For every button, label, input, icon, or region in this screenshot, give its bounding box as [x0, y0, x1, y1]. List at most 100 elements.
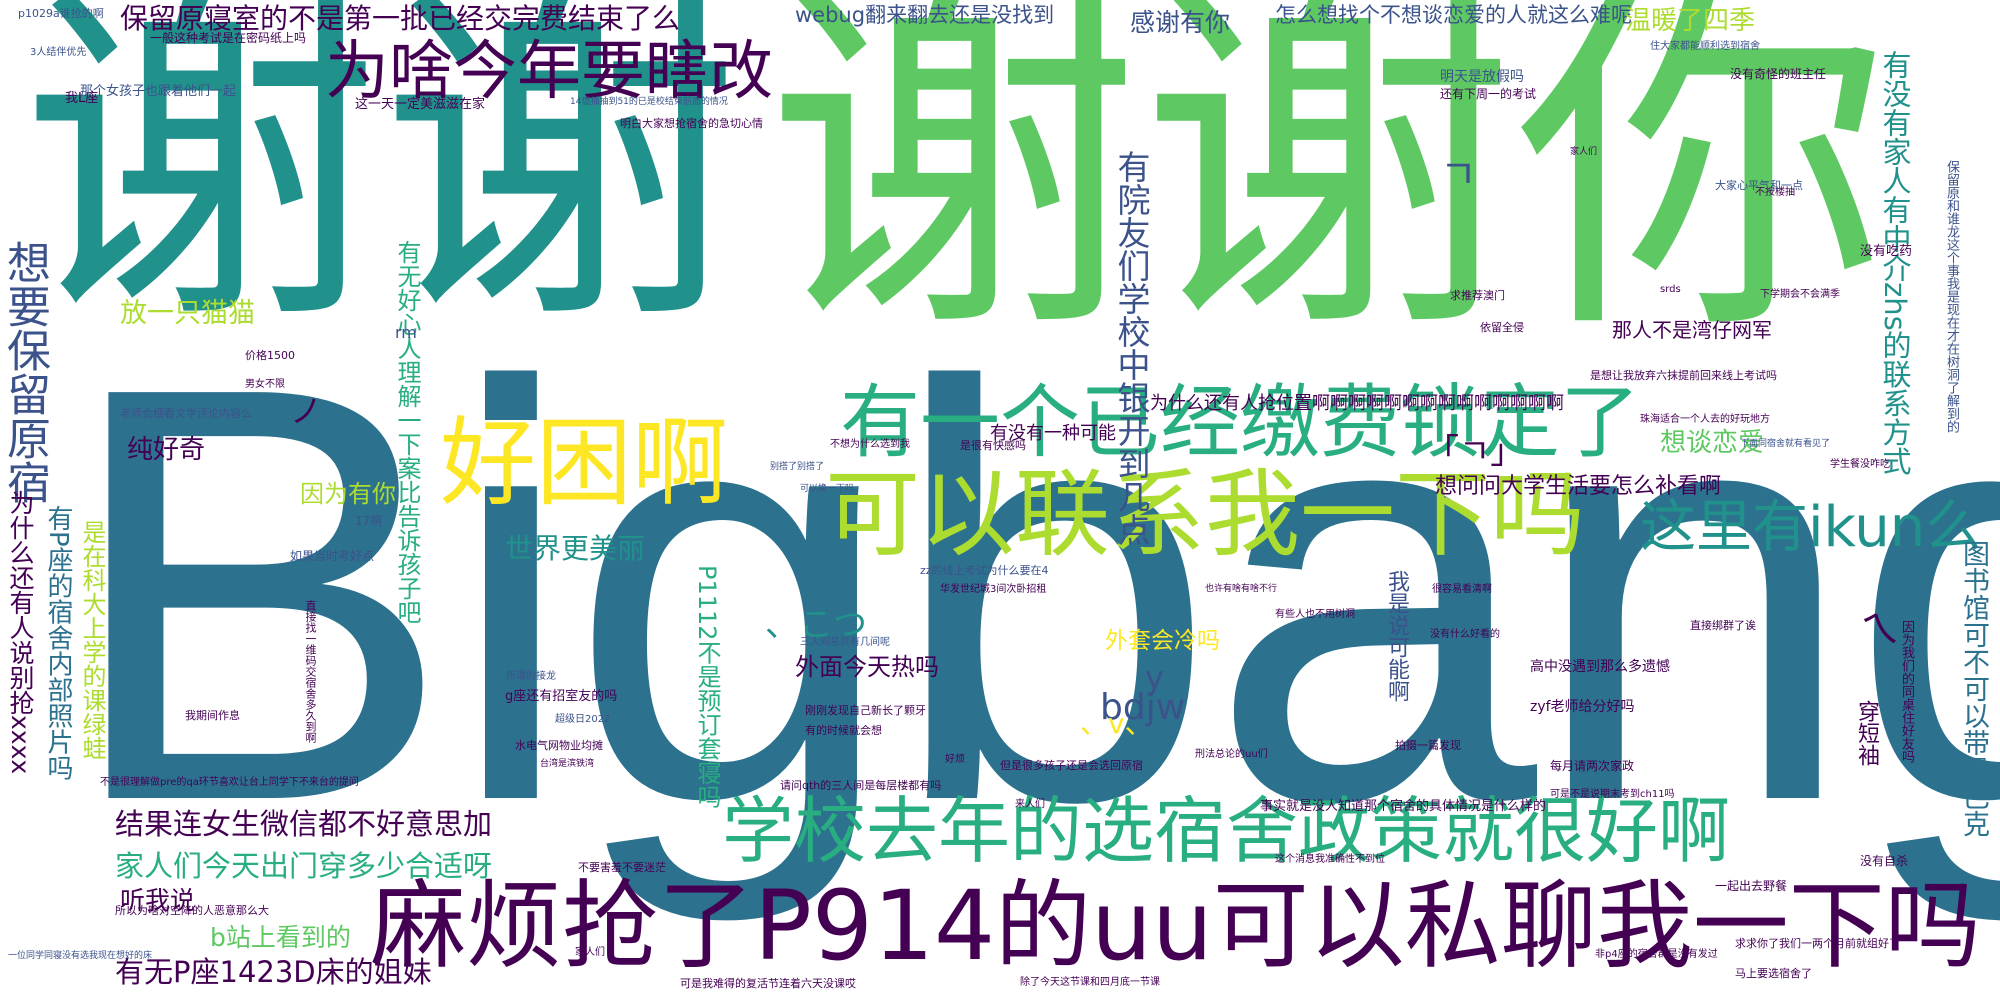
filler-word: 男女不限 [245, 379, 285, 390]
filler-word: 学生餐没咋吃 [1830, 459, 1890, 470]
word-haoxin: 有无好心人理解一下案比告诉孩子吧 [393, 240, 421, 624]
word-xiexieni: 谢谢你 [765, 0, 1890, 380]
word-ikun: 这里有ikun么 [1640, 495, 1982, 560]
filler-word: 还有下周一的考试 [1440, 87, 1537, 101]
word-kaomoji5: ノ [290, 392, 323, 430]
filler-word: 马上要选宿舍了 [1735, 967, 1812, 980]
filler-word: 因为我们的同桌住好友吗 [1899, 620, 1914, 763]
filler-word: p1029a谁抢的啊 [18, 7, 104, 20]
filler-word: 明白大家想抢宿舍的急切心情 [620, 117, 763, 130]
filler-word: 不要害羞不要迷茫 [578, 861, 666, 874]
filler-word: 来人们 [1015, 799, 1045, 810]
word-haokun: 好困啊 [440, 407, 728, 519]
filler-word: 除了今天这节课和四月底一节课 [1020, 977, 1160, 988]
filler-word: 17啊 [355, 514, 383, 528]
filler-word: 那个女孩子也跟着他们一起 [80, 84, 237, 99]
word-kele: 是在科大上学的课绿蛙 [78, 520, 106, 760]
filler-word: 非p4座的宿舍群是没有发过 [1595, 949, 1718, 960]
filler-word: 保留原和谁龙这个事我是现在才在树洞了解到的 [1944, 160, 1959, 433]
word-youmeiyou: 有没有家人有中介zhs的联系方式 [1878, 50, 1912, 476]
filler-word: 我期间作息 [185, 709, 240, 722]
word-xuexiao: 学校去年的选宿舍政策就很好啊 [722, 789, 1731, 873]
filler-word: 求求你了我们一两个月前就组好了 [1735, 937, 1900, 950]
filler-word: g座还有招室友的吗 [505, 689, 618, 704]
word-bigbang: Bigbang [60, 265, 2000, 924]
word-bzhan: b站上看到的 [210, 923, 351, 952]
word-wanghou: 明天是放假吗 [1440, 69, 1524, 85]
filler-word: 14億抽抽到51的已是校结束前面的情况 [570, 97, 728, 107]
word-kaomoji3: 「ㄱ」 [1425, 432, 1525, 472]
filler-word: 依留全侵 [1480, 321, 1524, 334]
filler-word: 没有吃药 [1860, 244, 1913, 259]
filler-word: 刑法总论的uu们 [1195, 749, 1268, 760]
word-waitao: 外套会冷吗 [1105, 628, 1220, 654]
filler-word: 住大家都能顺利选到宿舍 [1650, 41, 1760, 52]
filler-word: 没有什么好看的 [1430, 629, 1500, 640]
filler-word: 大家心平气和一点 [1715, 179, 1803, 192]
word-xiangwen: 想问问大学生活要怎么补看啊 [1435, 474, 1722, 499]
filler-word: 别搭了别搭了 [770, 462, 825, 472]
filler-word: 价格1500 [245, 349, 295, 362]
filler-word: 华发世纪城3间次卧招租 [940, 584, 1047, 595]
filler-word: 一位同学同寝没有选我现在想好的床 [8, 951, 153, 961]
filler-word: 不按楼抽 [1755, 187, 1795, 198]
word-kaomoji1: 、こつ [765, 605, 867, 645]
word-weisha: 为啥今年要瞎改 [325, 35, 773, 109]
filler-word: 高中没遇到那么多遗憾 [1530, 659, 1670, 675]
filler-word: 下面同宿舍就有看见了 [1740, 439, 1831, 449]
word-wennuan: 温暖了四季 [1625, 6, 1756, 36]
filler-word: 刚刚发现自己新长了颗牙 [805, 704, 926, 717]
word-webug: webug翻来翻去还是没找到 [795, 3, 1055, 27]
filler-word: 每月请两次家政 [1550, 759, 1635, 773]
filler-word: 珠海适合一个人去的好玩地方 [1640, 414, 1770, 425]
word-zenme: 怎么想找个不想谈恋爱的人就这么难呢 [1275, 3, 1632, 27]
word-kaomoji6: ㄟ [1860, 607, 1900, 653]
filler-word: 可是不是说期末考到ch11吗 [1550, 789, 1675, 800]
word-baoliuyuan: 保留原寝室的不是第一批已经交完费结束了么 [120, 2, 681, 35]
filler-word: 有些人也不用树洞 [1275, 609, 1355, 620]
word-shijie: 世界更美丽 [505, 532, 646, 565]
word-jiaofei: 有一个已经缴费锁定了 [840, 376, 1640, 469]
word-weishenme: 为什么还有人抢位置啊啊啊啊啊啊啊啊啊啊啊啊啊啊 [1150, 393, 1564, 414]
filler-word: 台湾是滨铁湾 [540, 759, 595, 769]
word-kaomoji4: ㄱ [1440, 152, 1477, 198]
filler-word: 事实就是没人知道那个宿舍的具体情况是什么样的 [1260, 799, 1547, 814]
filler-word: 可以换一下吗 [800, 484, 855, 494]
filler-word: 我L座 [65, 91, 99, 106]
filler-word: 所谓的接龙 [506, 671, 556, 682]
filler-word: 这个消息我准确性不到位 [1275, 854, 1385, 865]
word-tingwo: 听我说 [120, 886, 196, 915]
word-xiexie: 谢谢 [20, 0, 740, 369]
word-yinwei: 因为有你 [300, 480, 396, 508]
filler-word: 所以为啥对空降的人恶意那么大 [115, 904, 269, 917]
word-naren: 那人不是湾仔网军 [1612, 318, 1772, 342]
word-youwu: 有无P座1423D床的姐妹 [115, 955, 432, 989]
word-p1112: P1112不是预订套寝吗 [693, 565, 721, 809]
filler-word: 这一天一定美滋滋在家 [355, 97, 486, 112]
word-chun: 纯好奇 [127, 435, 206, 465]
word-kaomoji2: 、v、 [1080, 707, 1153, 740]
filler-word: zz的线上考试为什么要在4 [920, 564, 1049, 577]
filler-word: 也许有啥有啥不行 [1205, 584, 1278, 594]
filler-word: 没有奇怪的班主任 [1730, 67, 1827, 81]
word-lianxi: 可以联系我一下吗 [825, 460, 1586, 570]
word-yv: y [1145, 659, 1164, 697]
filler-word: 直接绑群了诶 [1690, 619, 1756, 632]
filler-word: 家人们 [1570, 147, 1598, 157]
filler-word: 家人们 [575, 947, 605, 958]
filler-word: zyf老师给分好吗 [1530, 699, 1635, 715]
word-youpzuo: 有P座的宿舍内部照片吗 [43, 505, 73, 781]
filler-word: 如果当时考好点 [290, 549, 375, 563]
word-youmeiyouyi: 有没有一种可能 [990, 423, 1116, 444]
filler-word: 可是我难得的复活节连着六天没课哎 [680, 977, 856, 990]
filler-word: 求推荐澳门 [1450, 289, 1505, 302]
filler-word: 请问qth的三人间是每层楼都有吗 [780, 779, 942, 792]
word-jieguo: 结果连女生微信都不好意思加 [115, 807, 493, 841]
filler-word: 水电气网物业均摊 [515, 739, 603, 752]
word-waimian: 外面今天热吗 [795, 653, 939, 681]
filler-word: 下学期会不会满季 [1760, 289, 1840, 300]
word-qiangxxxx: 为什么还有人说别抢xxxx [6, 490, 35, 775]
filler-word: 好烦 [945, 754, 965, 765]
filler-word: 但是很多孩子还是会选回原宿 [1000, 759, 1143, 772]
